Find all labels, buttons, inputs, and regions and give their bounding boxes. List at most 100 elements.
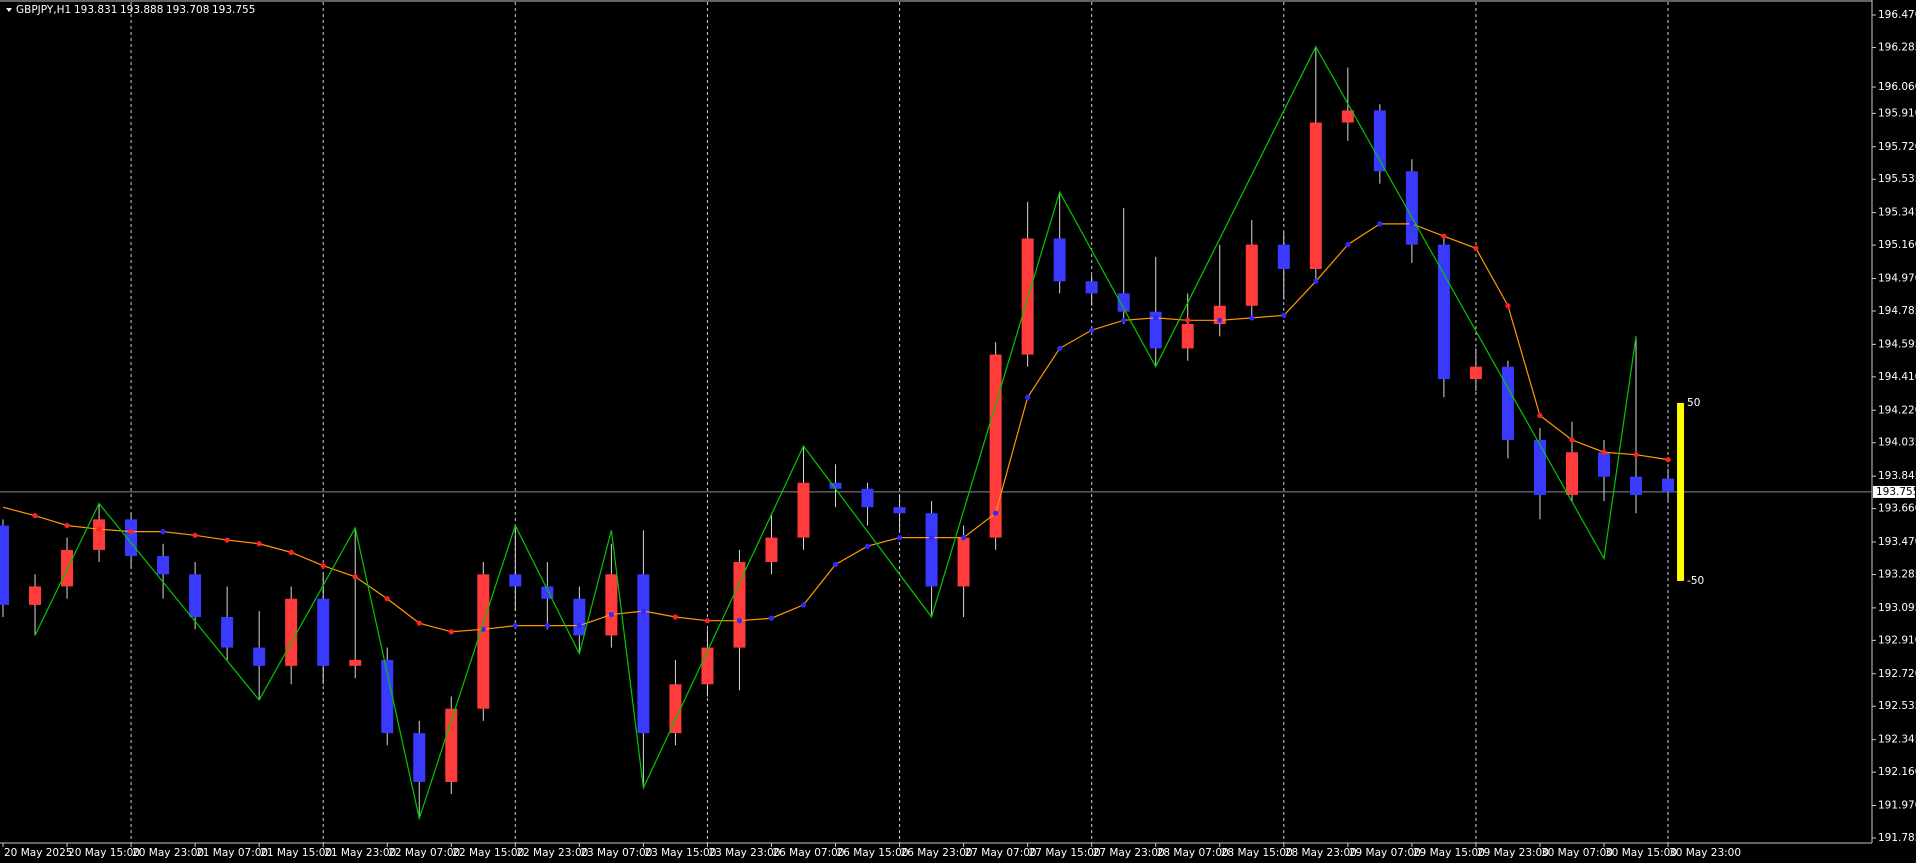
- y-tick-label: 193.660: [1878, 503, 1916, 515]
- candle-body: [509, 574, 522, 587]
- ma-dot: [1441, 233, 1447, 239]
- zigzag-line: [34, 45, 1637, 821]
- x-tick-label: 27 May 23:00: [1093, 847, 1165, 859]
- ma-dot: [320, 563, 326, 569]
- candle-body: [1662, 478, 1675, 492]
- ma-dot: [961, 535, 967, 541]
- ma-dot: [1665, 457, 1671, 463]
- price-tag-label: 193.755: [1876, 486, 1916, 498]
- candle-body: [925, 513, 938, 587]
- y-tick-label: 193.095: [1878, 602, 1916, 614]
- x-tick-label: 23 May 15:00: [644, 847, 716, 859]
- candle-body: [957, 537, 970, 587]
- ma-dot: [256, 541, 262, 547]
- ma-dot: [993, 510, 999, 516]
- y-tick-label: 192.910: [1878, 634, 1916, 646]
- ma-dot: [800, 602, 807, 608]
- candle-body: [189, 574, 202, 618]
- x-tick-label: 22 May 07:00: [388, 847, 460, 859]
- y-tick-label: 195.345: [1878, 207, 1916, 219]
- ma-dot: [1185, 317, 1191, 323]
- ma-dot: [1633, 452, 1639, 458]
- y-tick-label: 194.785: [1878, 305, 1916, 317]
- y-tick-label: 192.160: [1878, 766, 1916, 778]
- ma-dot: [896, 535, 903, 541]
- candle-body: [381, 659, 394, 734]
- x-tick-label: 26 May 23:00: [901, 847, 973, 859]
- chart-title: GBPJPY,H1: [16, 4, 71, 16]
- ma-dot: [1569, 437, 1575, 443]
- header-close: 193.755: [212, 4, 255, 16]
- candle-body: [29, 586, 42, 605]
- candle-body: [1533, 439, 1546, 495]
- ma-dot: [128, 529, 134, 535]
- x-tick-label: 27 May 15:00: [1029, 847, 1101, 859]
- candle-body: [221, 617, 234, 648]
- candle-body: [573, 598, 586, 636]
- ma-dot: [1217, 317, 1223, 323]
- candle-body: [797, 482, 810, 538]
- x-tick-label: 29 May 15:00: [1413, 847, 1485, 859]
- ma-dot: [1345, 241, 1351, 248]
- y-tick-label: 192.345: [1878, 734, 1916, 746]
- ma-dot: [544, 623, 550, 629]
- candle-body: [637, 574, 650, 734]
- ma-dot: [608, 611, 614, 618]
- ma-dot: [1121, 317, 1127, 323]
- ma-dot: [352, 574, 358, 580]
- y-tick-label: 194.035: [1878, 437, 1916, 449]
- x-tick-label: 29 May 23:00: [1477, 847, 1549, 859]
- x-tick-label: 20 May 2025: [4, 847, 72, 859]
- ma-dot: [1601, 449, 1607, 455]
- ma-dot: [512, 623, 518, 629]
- ma-dot: [832, 561, 839, 568]
- x-tick-label: 23 May 23:00: [708, 847, 780, 859]
- y-tick-label: 193.845: [1878, 470, 1916, 482]
- x-tick-label: 30 May 15:00: [1605, 847, 1677, 859]
- y-tick-label: 192.720: [1878, 668, 1916, 680]
- y-tick-label: 193.285: [1878, 568, 1916, 580]
- ma-dot: [160, 529, 166, 535]
- ma-dot: [1025, 394, 1031, 400]
- x-tick-label: 28 May 15:00: [1221, 847, 1293, 859]
- price-tag: [1873, 485, 1915, 498]
- ma-dot: [928, 535, 935, 541]
- x-tick-label: 29 May 07:00: [1349, 847, 1421, 859]
- candle-body: [829, 482, 842, 489]
- candle-body: [253, 647, 266, 666]
- ma-dot: [192, 532, 198, 538]
- candle-body: [1213, 305, 1226, 324]
- ma-dot: [1249, 315, 1255, 321]
- candle-body: [1437, 244, 1450, 379]
- x-tick-label: 27 May 07:00: [965, 847, 1037, 859]
- indicator-label: -50: [1687, 575, 1704, 587]
- x-tick-label: 23 May 07:00: [580, 847, 652, 859]
- y-tick-label: 196.470: [1878, 9, 1916, 21]
- candle-body: [0, 525, 9, 605]
- candle-body: [477, 574, 490, 709]
- candle-body: [349, 659, 362, 666]
- candle-body: [1501, 366, 1514, 440]
- x-tick-label: 22 May 15:00: [452, 847, 524, 859]
- ma-dot: [1473, 245, 1479, 251]
- candle-body: [1117, 293, 1130, 312]
- candle-body: [1277, 244, 1290, 270]
- candle-body: [893, 507, 906, 514]
- candle-body: [1405, 171, 1418, 245]
- y-tick-label: 196.285: [1878, 41, 1916, 53]
- ma-dot: [1281, 312, 1287, 318]
- candle-body: [1565, 452, 1578, 495]
- y-tick-label: 193.470: [1878, 536, 1916, 548]
- candle-body: [285, 598, 298, 666]
- header-high: 193.888: [120, 4, 163, 16]
- header-open: 193.831: [74, 4, 117, 16]
- x-tick-label: 20 May 23:00: [132, 847, 204, 859]
- candle-body: [1149, 311, 1162, 349]
- symbol-menu-icon[interactable]: [6, 8, 12, 12]
- x-tick-label: 21 May 07:00: [196, 847, 268, 859]
- x-tick-label: 20 May 15:00: [68, 847, 140, 859]
- y-tick-label: 195.910: [1878, 107, 1916, 119]
- ma-dot: [1057, 345, 1063, 352]
- candle-body: [1598, 452, 1610, 477]
